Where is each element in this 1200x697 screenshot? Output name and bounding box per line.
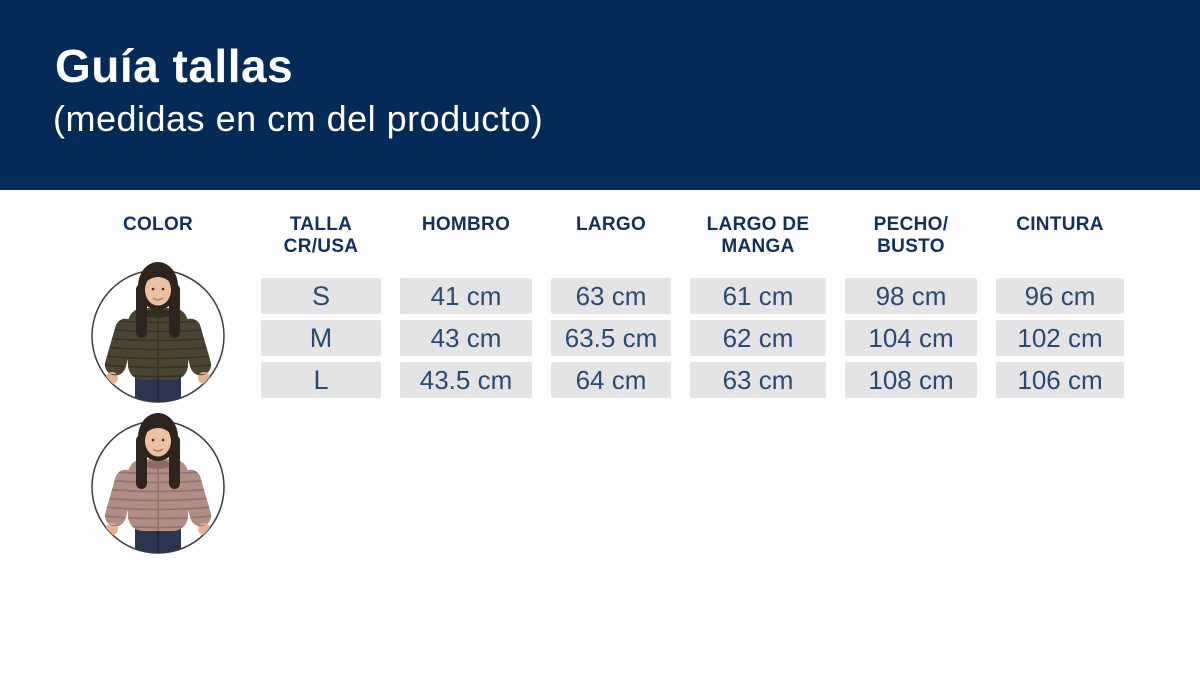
cell-s-largo: 63 cm bbox=[551, 278, 671, 314]
cell-m-largo: 63.5 cm bbox=[551, 320, 671, 356]
page-title: Guía tallas bbox=[55, 40, 294, 92]
header-cintura: CINTURA bbox=[1016, 214, 1104, 235]
header-banner: Guía tallas (medidas en cm del producto) bbox=[0, 0, 1200, 190]
cell-m-cintura: 102 cm bbox=[996, 320, 1124, 356]
cell-s-pecho: 98 cm bbox=[845, 278, 977, 314]
cell-l-cintura: 106 cm bbox=[996, 362, 1124, 398]
cell-l-largo: 64 cm bbox=[551, 362, 671, 398]
cell-m-hombro: 43 cm bbox=[400, 320, 532, 356]
size-table-section: COLOR TALLA CR/USA HOMBRO LARGO LARGO DE… bbox=[0, 212, 1200, 557]
cell-m-talla: M bbox=[261, 320, 381, 356]
cell-s-manga: 61 cm bbox=[690, 278, 826, 314]
header-largo-de-manga: LARGO DE MANGA bbox=[706, 214, 810, 258]
header-talla-cr-usa: TALLA CR/USA bbox=[283, 214, 359, 258]
cell-s-cintura: 96 cm bbox=[996, 278, 1124, 314]
cell-m-manga: 62 cm bbox=[690, 320, 826, 356]
cell-l-manga: 63 cm bbox=[690, 362, 826, 398]
cell-l-hombro: 43.5 cm bbox=[400, 362, 532, 398]
header-color: COLOR bbox=[122, 214, 194, 235]
cell-l-pecho: 108 cm bbox=[845, 362, 977, 398]
header-largo: LARGO bbox=[575, 214, 647, 235]
product-photo-olive bbox=[88, 254, 228, 406]
page-subtitle: (medidas en cm del producto) bbox=[53, 98, 544, 140]
cell-s-hombro: 41 cm bbox=[400, 278, 532, 314]
olive-jacket-model-image bbox=[88, 254, 228, 406]
size-table: COLOR TALLA CR/USA HOMBRO LARGO LARGO DE… bbox=[74, 212, 1200, 398]
product-photo-rose bbox=[88, 405, 228, 557]
header-hombro: HOMBRO bbox=[421, 214, 511, 235]
size-guide-slide: Guía tallas (medidas en cm del producto)… bbox=[0, 0, 1200, 557]
cell-l-talla: L bbox=[261, 362, 381, 398]
rose-jacket-model-image bbox=[88, 405, 228, 557]
cell-m-pecho: 104 cm bbox=[845, 320, 977, 356]
header-pecho-busto: PECHO/ BUSTO bbox=[873, 214, 949, 258]
cell-s-talla: S bbox=[261, 278, 381, 314]
